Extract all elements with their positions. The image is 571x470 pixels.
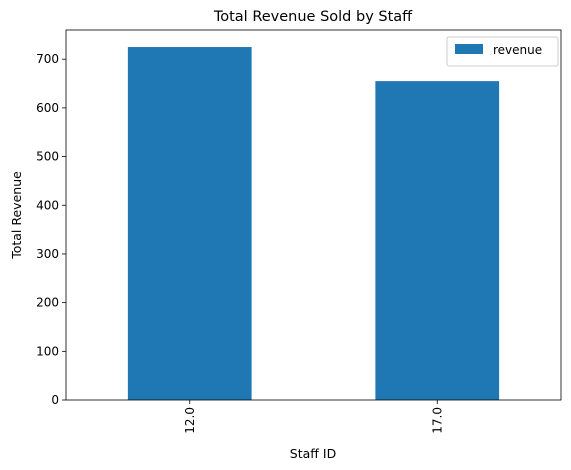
- plot-frame: [65, 29, 562, 401]
- plot-area: 0 100 200 300 400 500 600 700 12.0 17.0: [36, 29, 562, 434]
- legend: revenue: [446, 36, 559, 67]
- y-tick-label: 200: [36, 296, 59, 310]
- chart-title: Total Revenue Sold by Staff: [213, 9, 413, 25]
- x-axis: 12.0 17.0: [183, 400, 444, 434]
- y-tick-label: 400: [36, 198, 59, 212]
- x-tick-label: 12.0: [183, 407, 197, 434]
- x-tick-label: 17.0: [430, 407, 444, 434]
- y-tick-label: 300: [36, 247, 59, 261]
- y-axis: 0 100 200 300 400 500 600 700: [36, 52, 66, 407]
- x-axis-label: Staff ID: [290, 446, 336, 461]
- bar-17.0: [375, 81, 500, 401]
- bar-12.0: [127, 47, 252, 400]
- y-tick-label: 500: [36, 150, 59, 164]
- y-tick-label: 0: [51, 393, 59, 407]
- y-tick-label: 100: [36, 344, 59, 358]
- legend-swatch-revenue: [455, 44, 483, 54]
- y-axis-label: Total Revenue: [9, 171, 24, 260]
- legend-label-revenue: revenue: [493, 43, 542, 57]
- y-tick-label: 600: [36, 101, 59, 115]
- bars: [127, 47, 500, 401]
- y-tick-label: 700: [36, 52, 59, 66]
